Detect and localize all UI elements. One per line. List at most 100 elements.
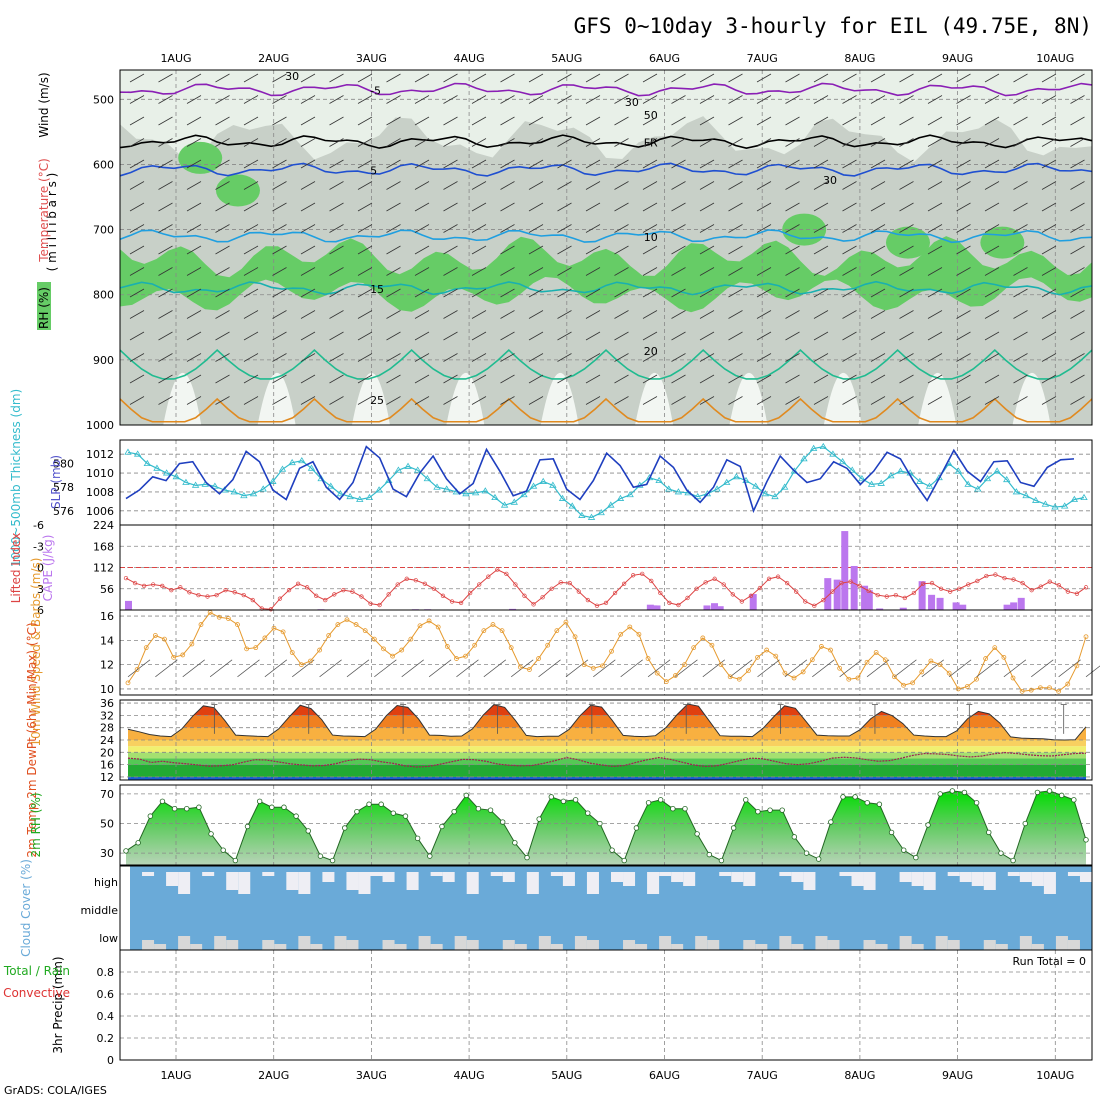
- wind10-point: [490, 622, 496, 627]
- cloud-low-cell: [142, 940, 155, 950]
- cape-bar: [850, 565, 858, 610]
- rh2m-point: [815, 856, 822, 862]
- lifted-point: [658, 590, 663, 596]
- wind-barb: [129, 116, 145, 126]
- pressure-tick: 600: [93, 158, 114, 171]
- bottom-date-label: 2AUG: [258, 1069, 289, 1082]
- wind10-point: [408, 636, 414, 642]
- wind-barb: [842, 159, 857, 169]
- wind-barb: [870, 245, 886, 255]
- wind-barb: [870, 288, 886, 298]
- cloud-high-cell: [683, 872, 696, 886]
- wind-barb: [813, 331, 829, 341]
- wind10-point: [819, 644, 824, 649]
- thickness-point: [578, 511, 586, 518]
- wind-barb: [642, 288, 658, 298]
- rh2m-point: [536, 816, 542, 822]
- rh2m-point: [1083, 837, 1089, 843]
- wind-barb: [785, 224, 800, 233]
- rh2m-point: [730, 825, 737, 831]
- wind-barb: [1013, 138, 1028, 147]
- wind10-point: [1083, 634, 1089, 640]
- temp-contour-label: FR: [644, 137, 658, 150]
- temp-band: [128, 746, 1086, 753]
- wind-barb: [300, 310, 316, 319]
- wind-barb: [443, 267, 458, 276]
- wind-barb: [899, 374, 914, 384]
- wind-barb: [471, 202, 487, 212]
- surface-plume: [729, 372, 768, 425]
- thickness-point: [780, 483, 789, 490]
- thickness-point: [1060, 502, 1069, 509]
- wind10-point: [846, 676, 852, 682]
- wind10-barb: [1058, 659, 1081, 678]
- rh2m-point: [184, 806, 190, 812]
- surface-plume: [257, 372, 296, 425]
- wind-barb: [329, 181, 344, 190]
- wind-barb: [614, 116, 629, 126]
- lifted-line: [125, 569, 1087, 610]
- wind10-point: [289, 650, 295, 655]
- cloud-high-cell: [611, 872, 624, 882]
- wind-barb: [243, 95, 259, 104]
- wind-barb: [899, 288, 914, 298]
- wind-barb: [813, 396, 829, 405]
- wind-barb: [243, 288, 259, 298]
- lifted-point: [377, 602, 382, 608]
- rh-light-region: [120, 70, 1092, 163]
- wind-barb: [1070, 138, 1085, 147]
- wind10-barb: [374, 659, 397, 678]
- wind-barb: [927, 73, 943, 83]
- lifted-point: [676, 602, 681, 608]
- wind-barb: [443, 116, 458, 126]
- wind-barb: [386, 138, 401, 147]
- wind-barb: [671, 202, 686, 212]
- wind-barb: [272, 73, 287, 83]
- wind-barb: [1041, 159, 1057, 169]
- lifted-point: [323, 597, 328, 603]
- wind-barb: [528, 224, 544, 233]
- wind-barb: [1013, 396, 1028, 405]
- cloud-low-cell: [911, 944, 924, 950]
- cape-bar: [1003, 604, 1011, 610]
- wind-barb: [129, 73, 145, 83]
- wind-barb: [956, 73, 971, 83]
- wind10-point: [855, 675, 861, 681]
- cloud-high-cell: [442, 872, 455, 882]
- lifted-point: [966, 582, 971, 587]
- wind-barb: [671, 138, 686, 147]
- wind-barb: [614, 331, 629, 341]
- thickness-point: [665, 485, 673, 492]
- footer-credit: GrADS: COLA/IGES: [4, 1084, 107, 1097]
- wind-barb: [357, 138, 373, 147]
- cloud-low-cell: [707, 940, 720, 950]
- wind-barb: [728, 310, 743, 319]
- wind-barb: [1070, 353, 1085, 362]
- wind-barb: [785, 267, 800, 276]
- cloud-high-cell: [923, 872, 936, 890]
- wind10-point: [435, 624, 441, 630]
- lifted-point: [531, 602, 536, 607]
- wind-barb: [842, 310, 857, 319]
- cape-bar: [124, 600, 132, 610]
- wind-barb: [956, 138, 971, 147]
- cloud-high-cell: [202, 872, 215, 876]
- rh2m-point: [803, 850, 810, 856]
- temp-contour-label: 15: [370, 283, 384, 296]
- wind10-point: [910, 680, 916, 686]
- wind10-point: [946, 670, 952, 676]
- slp-tick: 1010: [86, 467, 114, 480]
- lifted-point: [223, 588, 228, 593]
- wind-barb: [215, 396, 230, 405]
- thickness-point: [259, 485, 267, 492]
- cloud-high-cell: [779, 872, 792, 876]
- thickness-point: [143, 459, 152, 467]
- thickness-point: [848, 466, 856, 473]
- cloud-row-label: low: [99, 932, 118, 945]
- wind-barb: [215, 73, 230, 83]
- cloud-high-cell: [466, 872, 479, 894]
- temp-contour-label: 10: [644, 231, 658, 244]
- thickness-point: [867, 480, 876, 487]
- temp2m-frame: [119, 699, 1093, 781]
- bottom-date-label: 1AUG: [160, 1069, 191, 1082]
